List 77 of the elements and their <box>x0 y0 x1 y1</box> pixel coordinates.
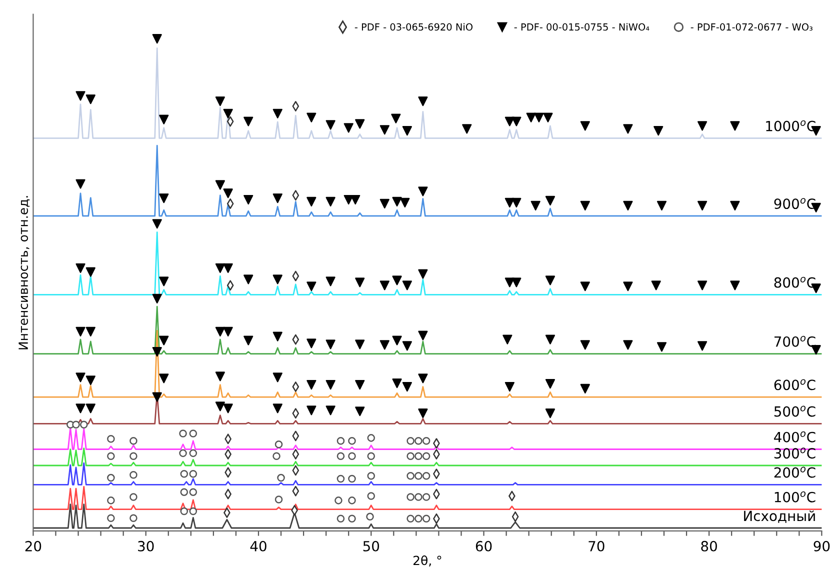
point <box>366 512 374 521</box>
point <box>348 474 356 483</box>
point <box>414 452 422 460</box>
legend-label: - PDF- 00-015-0755 - NiWO₄ <box>514 23 650 31</box>
annotation: 200$^{o}$C <box>774 466 816 478</box>
point <box>348 496 356 504</box>
point <box>292 101 300 112</box>
point <box>336 452 345 460</box>
point <box>336 474 345 483</box>
point <box>107 514 115 522</box>
point <box>406 472 414 480</box>
point <box>180 507 188 516</box>
point <box>422 514 430 523</box>
annotation: 100$^{o}$C <box>774 491 816 502</box>
annotation: 400$^{o}$C <box>774 431 816 442</box>
x-tick-label: 80 <box>701 540 717 552</box>
point <box>179 449 187 458</box>
point <box>422 452 430 460</box>
annotation: 600$^{o}$C <box>774 379 816 390</box>
point <box>80 420 88 429</box>
annotation: Исходный <box>744 510 815 523</box>
point <box>414 437 422 445</box>
point <box>367 492 376 500</box>
point <box>367 452 376 460</box>
point <box>274 440 283 448</box>
point <box>414 493 422 501</box>
point <box>107 474 115 482</box>
point <box>189 449 198 458</box>
point <box>336 514 345 523</box>
point <box>189 488 198 496</box>
point <box>422 472 430 480</box>
point <box>277 474 285 482</box>
point <box>406 452 414 460</box>
point <box>334 496 342 504</box>
point <box>367 434 376 442</box>
point <box>367 472 376 480</box>
point <box>406 514 414 523</box>
x-tick-label: 60 <box>476 540 492 552</box>
point <box>422 437 430 445</box>
point <box>130 493 138 501</box>
point <box>189 430 198 438</box>
point <box>406 437 414 445</box>
point <box>272 452 280 460</box>
point <box>179 430 187 438</box>
point <box>180 470 188 478</box>
legend-label: - PDF-01-072-0677 - WO₃ <box>690 23 812 31</box>
point <box>348 437 356 445</box>
point <box>189 470 198 478</box>
x-tick-label: 50 <box>363 540 380 552</box>
point <box>348 514 356 523</box>
point <box>422 493 430 501</box>
point <box>107 496 115 504</box>
point <box>180 488 188 496</box>
point <box>72 420 80 429</box>
point <box>130 470 138 479</box>
point <box>130 514 138 522</box>
point <box>406 493 414 501</box>
y-axis-title: Интенсивность, отн.ед. <box>18 196 30 350</box>
point <box>414 514 422 523</box>
x-tick-label: 20 <box>25 540 42 552</box>
annotation: 500$^{o}$C <box>774 406 816 417</box>
x-tick-label: 90 <box>814 540 830 552</box>
point <box>107 435 115 443</box>
point <box>189 507 198 516</box>
point <box>274 496 283 504</box>
x-tick-label: 70 <box>588 540 604 552</box>
point <box>292 382 300 392</box>
point <box>130 437 138 445</box>
x-tick-label: 40 <box>250 540 266 552</box>
point <box>348 452 356 460</box>
point <box>130 452 138 460</box>
x-axis-title: 2θ, ° <box>413 555 442 566</box>
x-tick-label: 30 <box>138 540 154 552</box>
point <box>414 472 422 480</box>
legend-label: - PDF - 03-065-6920 NiO <box>354 23 473 31</box>
point <box>336 437 345 445</box>
point <box>107 452 115 460</box>
